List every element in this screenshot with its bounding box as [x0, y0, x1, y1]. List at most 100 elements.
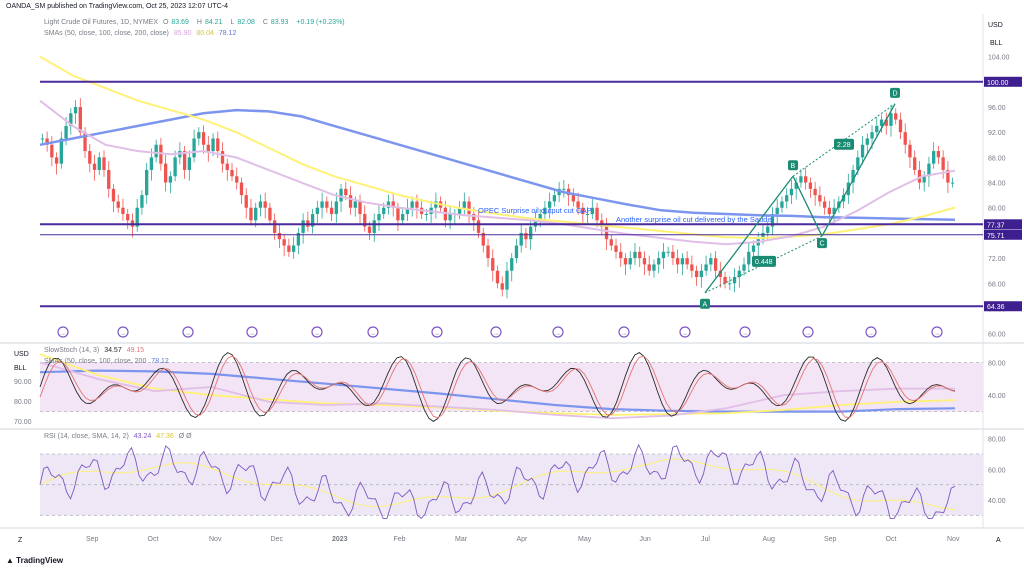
- candle-body: [102, 157, 106, 170]
- candle-body: [595, 207, 599, 221]
- candle-body: [239, 182, 244, 196]
- candle-body: [206, 144, 210, 152]
- candle-body: [922, 176, 926, 183]
- rsi-label: RSI (14, close, SMA, 14, 2): [44, 433, 129, 440]
- sma-legend-v2: 80.04: [196, 30, 214, 37]
- candle-body: [386, 201, 391, 208]
- candle-body: [154, 144, 158, 158]
- candle-body: [372, 220, 376, 233]
- stoch-k-value: 34.57: [104, 347, 122, 354]
- stoch-label: SlowStoch (14, 3): [44, 347, 100, 354]
- abcd-ratio-bd: [792, 103, 896, 177]
- candle-body: [675, 258, 680, 265]
- candle-body: [775, 207, 779, 215]
- level-label: 75.71: [987, 233, 1005, 240]
- candle-body: [168, 176, 173, 183]
- candle-body: [799, 176, 803, 183]
- price-tick-label: 60.00: [988, 332, 1006, 339]
- candle-body: [78, 106, 82, 133]
- candle-body: [623, 258, 628, 265]
- price-tick-label: 72.00: [988, 256, 1006, 263]
- candle-body: [92, 163, 97, 170]
- candle-body: [652, 264, 656, 271]
- candle-body: [619, 251, 623, 259]
- event-marker-glyph: →: [682, 331, 688, 337]
- candle-body: [889, 113, 893, 126]
- stoch-d-line: [39, 355, 956, 419]
- candle-body: [40, 138, 45, 140]
- time-tick-label: Aug: [763, 536, 776, 543]
- rsi-tick-label: 60.00: [988, 467, 1006, 474]
- candle-body: [334, 201, 338, 215]
- candle-body: [481, 232, 485, 246]
- candle-body: [107, 169, 111, 189]
- candle-body: [590, 207, 594, 215]
- candle-body: [671, 251, 675, 259]
- candle-body: [273, 220, 277, 233]
- candle-body: [808, 182, 813, 189]
- candle-body: [571, 195, 576, 202]
- candle-body: [543, 207, 547, 215]
- tradingview-logo[interactable]: ▲ TradingView: [6, 556, 64, 565]
- candle-body: [529, 226, 533, 240]
- time-tick-label: Dec: [271, 536, 284, 543]
- rsi-value: 43.24: [133, 433, 152, 440]
- candle-body: [476, 220, 481, 233]
- candle-body: [538, 214, 542, 221]
- level-label-bg: [984, 76, 1022, 87]
- candle-body: [604, 226, 609, 240]
- candle-body: [723, 277, 727, 284]
- candle-body: [491, 258, 495, 271]
- candle-body: [325, 201, 329, 208]
- price-tick-label: 104.00: [988, 55, 1010, 62]
- candle-body: [666, 251, 670, 253]
- candle-body: [116, 201, 120, 208]
- price-tick-label: 92.00: [988, 130, 1006, 137]
- candle-body: [647, 264, 651, 271]
- candle-body: [353, 201, 357, 208]
- candle-body: [713, 258, 718, 271]
- unit-label[interactable]: BLL: [990, 40, 1003, 47]
- publisher-bar: OANDA_SM published on TradingView.com, O…: [0, 0, 1024, 14]
- ohlc-c: C 83.93: [262, 19, 289, 26]
- candle-body: [329, 207, 334, 215]
- candle-body: [111, 188, 116, 202]
- candle-body: [728, 283, 732, 285]
- candle-body: [547, 201, 552, 208]
- stoch-currency[interactable]: USD: [14, 351, 29, 358]
- currency-label[interactable]: USD: [988, 22, 1003, 29]
- candle-body: [296, 232, 301, 246]
- stoch-unit[interactable]: BLL: [14, 365, 27, 372]
- time-tick-label: Sep: [824, 536, 837, 543]
- time-tick-label: May: [578, 536, 592, 543]
- candle-body: [903, 132, 907, 145]
- candle-body: [258, 201, 263, 208]
- auto-scale-button[interactable]: A: [996, 537, 1001, 544]
- candle-body: [581, 207, 585, 215]
- candle-body: [45, 138, 49, 145]
- time-tick-label: Nov: [947, 536, 960, 543]
- candle-body: [377, 214, 381, 221]
- candle-body: [287, 245, 291, 252]
- candle-body: [367, 226, 372, 233]
- candle-body: [192, 138, 196, 158]
- annotation-saudi-cut: Another surprise oil cut delivered by th…: [616, 215, 773, 224]
- candle-body: [704, 264, 708, 271]
- abcd-point-marker: [817, 238, 827, 249]
- rsi-extra: Ø Ø: [178, 433, 192, 440]
- candle-body: [363, 214, 367, 227]
- candle-body: [310, 214, 315, 227]
- candle-body: [249, 207, 253, 221]
- timezone-button[interactable]: Z: [18, 537, 23, 544]
- stoch-band: [40, 362, 983, 412]
- annotation-opec-gap: OPEC Surprise oil output cut GAP: [478, 206, 592, 215]
- candle-body: [685, 258, 689, 265]
- candle-body: [73, 106, 78, 114]
- candle-body: [235, 176, 239, 183]
- event-marker-glyph: →: [868, 331, 874, 337]
- candle-body: [69, 113, 73, 126]
- candle-body: [770, 214, 775, 227]
- candle-body: [486, 245, 490, 259]
- event-marker-icon: [311, 326, 323, 338]
